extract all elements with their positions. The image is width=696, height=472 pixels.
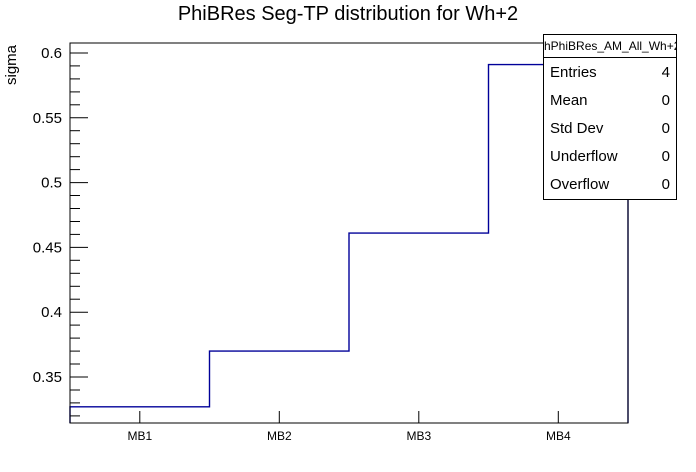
stats-box: hPhiBRes_AM_All_Wh+2 Entries 4 Mean 0 St… <box>543 34 677 200</box>
stats-box-title: hPhiBRes_AM_All_Wh+2 <box>544 35 676 58</box>
stats-row-stddev: Std Dev 0 <box>544 114 676 142</box>
stats-row-overflow: Overflow 0 <box>544 171 676 199</box>
chart-title: PhiBRes Seg-TP distribution for Wh+2 <box>177 3 519 25</box>
plot-frame <box>69 42 629 424</box>
svg-text:MB4: MB4 <box>546 429 571 443</box>
svg-text:MB3: MB3 <box>406 429 431 443</box>
svg-text:0.35: 0.35 <box>33 369 62 386</box>
stats-row-mean: Mean 0 <box>544 86 676 114</box>
svg-text:0.6: 0.6 <box>41 45 62 62</box>
stats-row-underflow: Underflow 0 <box>544 143 676 171</box>
svg-text:0.55: 0.55 <box>33 110 62 127</box>
y-axis-tick-labels: 0.35 0.4 0.45 0.5 0.55 0.6 <box>33 45 62 386</box>
stats-value: 0 <box>661 120 670 137</box>
stats-label: Entries <box>550 63 597 81</box>
stats-value: 4 <box>661 63 670 81</box>
y-axis-ticks <box>70 52 88 417</box>
stats-label: Std Dev <box>550 120 604 137</box>
stats-box-body: Entries 4 Mean 0 Std Dev 0 Underflow 0 O… <box>544 58 676 199</box>
x-axis-tick-labels: MB1 MB2 MB3 MB4 <box>127 429 571 443</box>
svg-text:MB1: MB1 <box>127 429 152 443</box>
svg-text:0.5: 0.5 <box>41 175 62 192</box>
stats-label: Mean <box>550 91 588 109</box>
stats-value: 0 <box>661 176 670 194</box>
x-axis-ticks <box>139 411 559 423</box>
stats-value: 0 <box>661 91 670 109</box>
stats-row-entries: Entries 4 <box>544 58 676 86</box>
svg-text:0.4: 0.4 <box>41 304 62 321</box>
stats-value: 0 <box>661 148 670 166</box>
stats-label: Overflow <box>550 176 610 194</box>
svg-text:0.45: 0.45 <box>33 239 62 256</box>
svg-text:MB2: MB2 <box>267 429 292 443</box>
stats-label: Underflow <box>550 148 618 166</box>
